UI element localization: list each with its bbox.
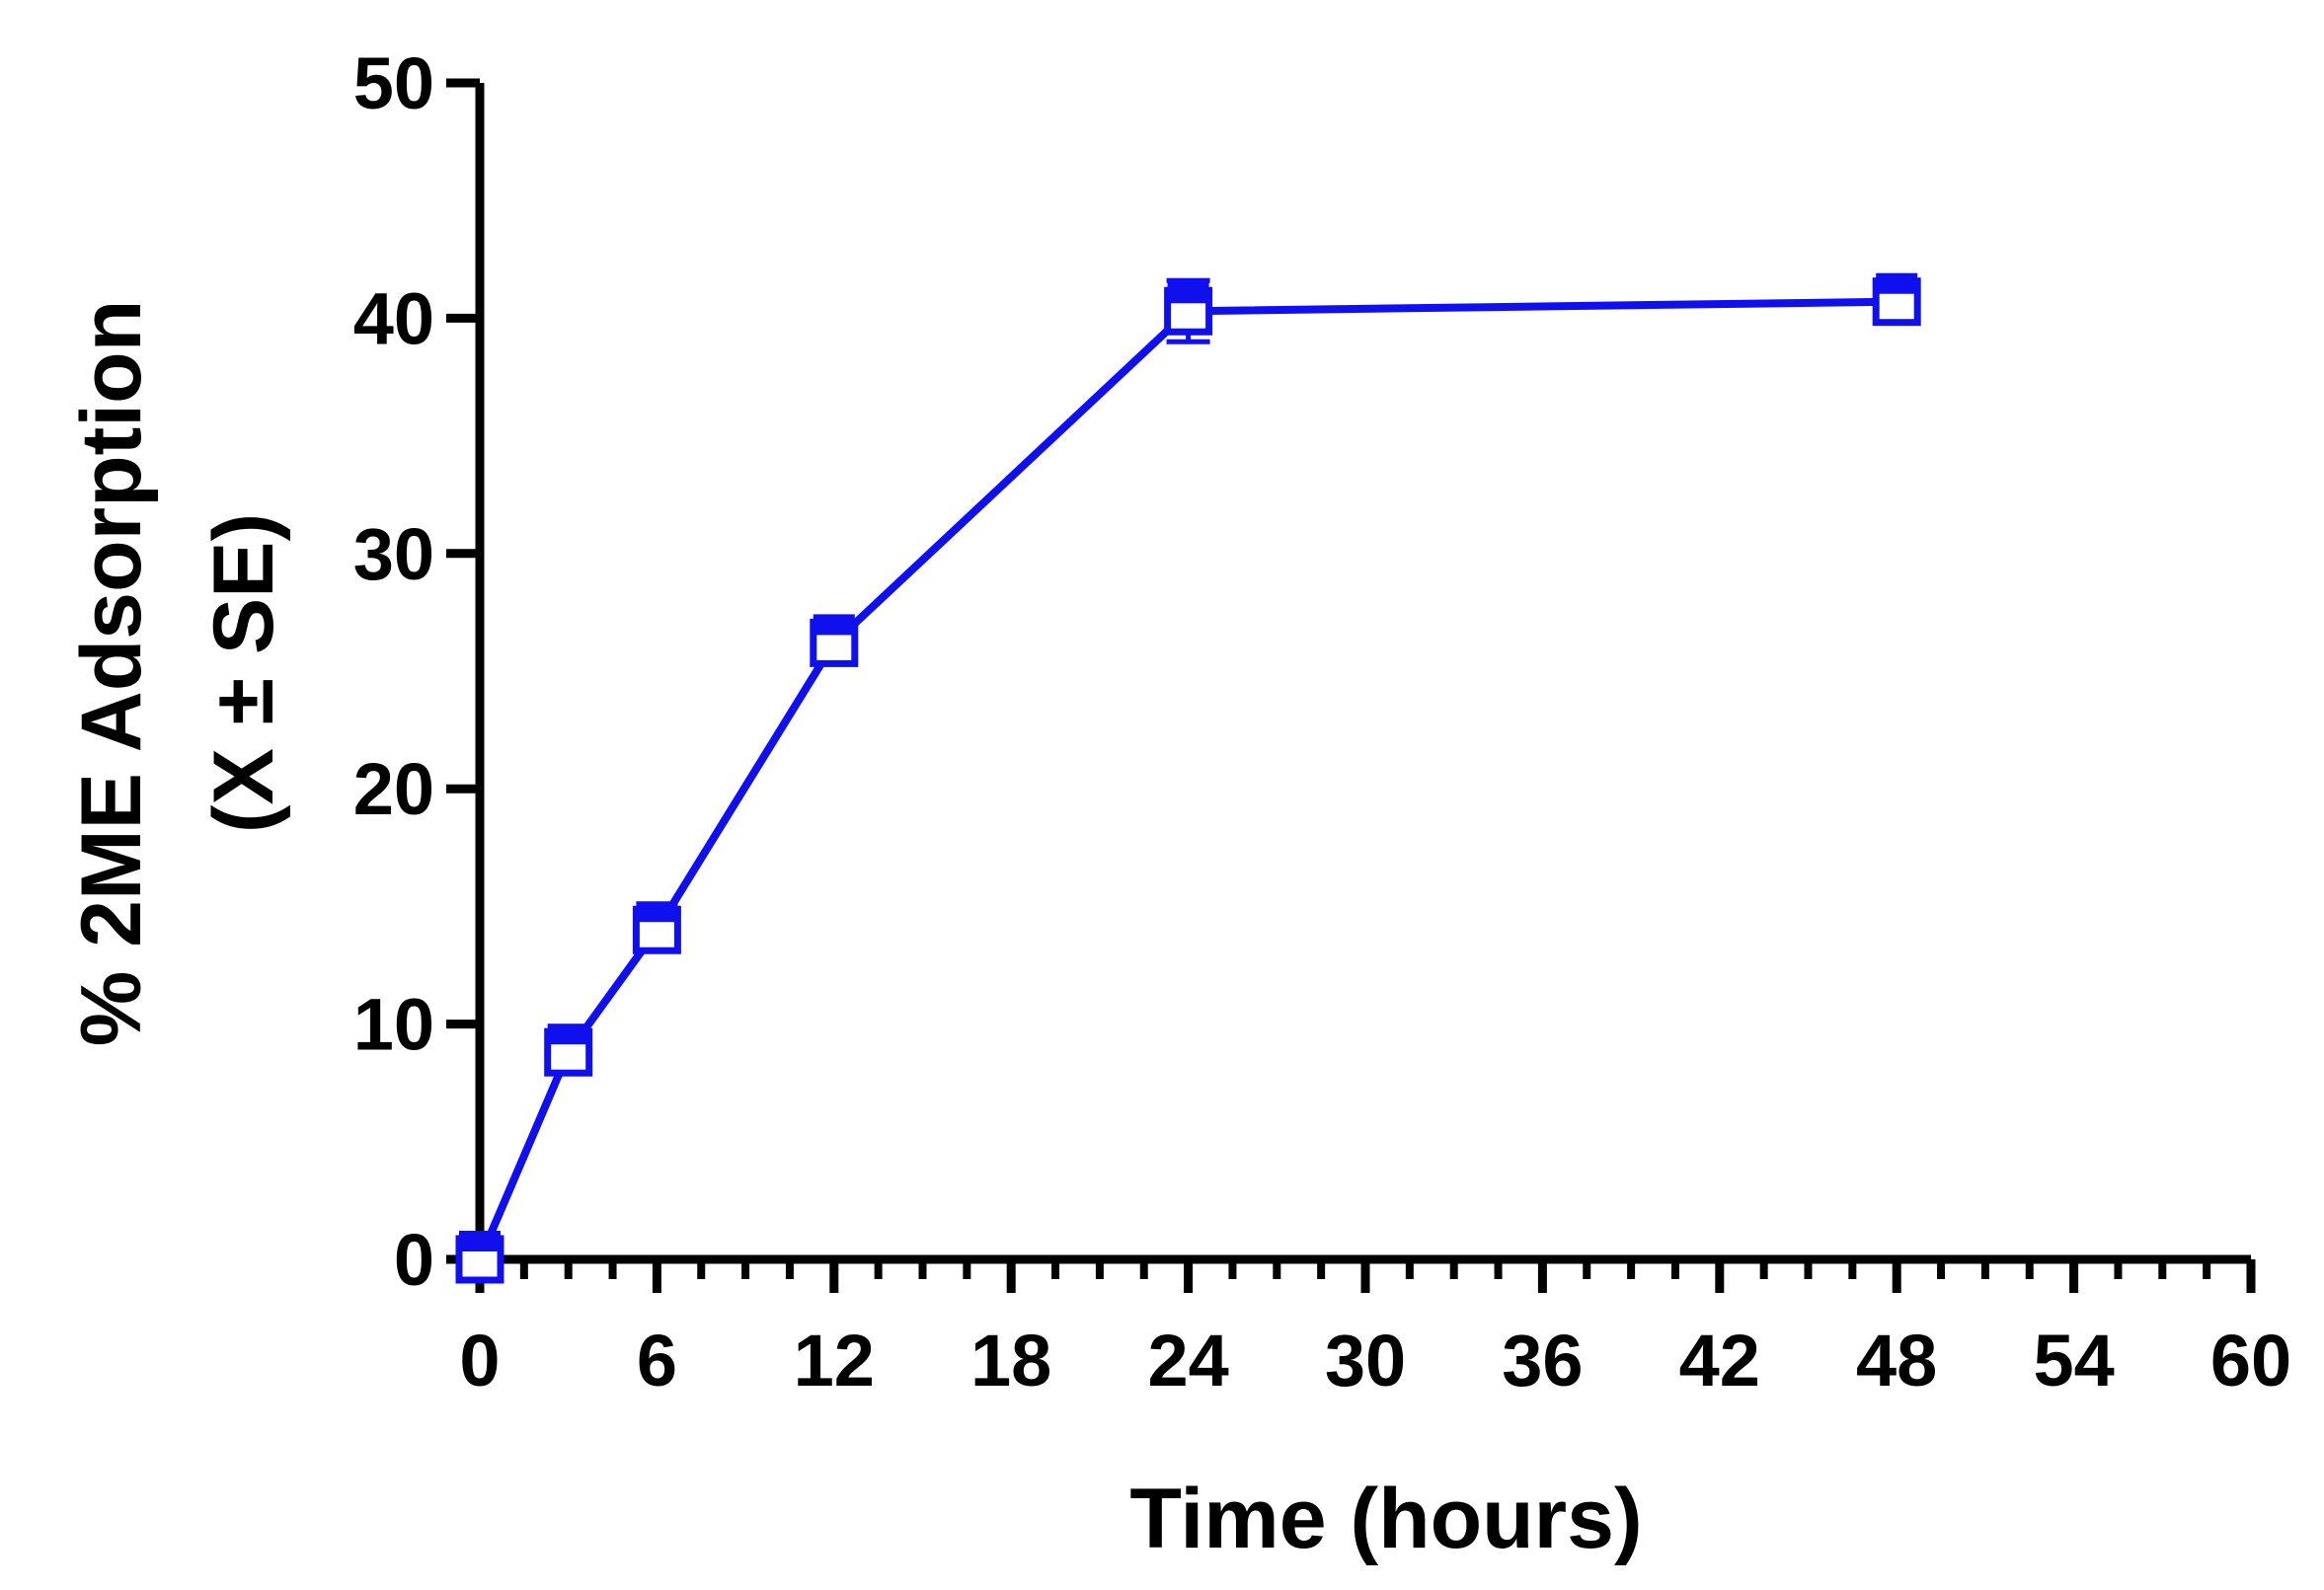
x-tick-label: 36 [1502, 1320, 1583, 1401]
x-tick-label: 0 [459, 1320, 500, 1401]
data-point [632, 901, 681, 954]
x-tick-label: 54 [2033, 1320, 2114, 1401]
data-point [810, 614, 859, 667]
y-tick-label: 20 [353, 748, 434, 830]
series-line [476, 297, 1898, 1261]
x-tick-label: 60 [2210, 1320, 2291, 1401]
y-tick-label: 0 [394, 1219, 434, 1301]
y-tick-label: 40 [353, 277, 434, 359]
data-point [544, 1023, 593, 1077]
data-point [1164, 282, 1213, 336]
y-tick-label: 30 [353, 513, 434, 595]
marker-filled-square [547, 1023, 589, 1045]
y-tick-label: 50 [353, 42, 434, 124]
marker-filled-square [636, 901, 678, 923]
y-axis-title-line-2: (X ± SE) [196, 513, 291, 833]
x-tick-label: 30 [1325, 1320, 1406, 1401]
y-tick-label: 10 [353, 984, 434, 1066]
x-axis-title: Time (hours) [1129, 1472, 1642, 1566]
marker-filled-square [1876, 272, 1918, 294]
marker-filled-square [1167, 282, 1209, 304]
series-layer [455, 272, 1921, 1284]
marker-filled-square [459, 1231, 501, 1251]
x-tick-label: 6 [637, 1320, 677, 1401]
data-point [455, 1231, 504, 1284]
axes: 0 6 12 18 24 30 36 42 48 54 60 0 10 20 30 40 50 [353, 42, 2291, 1401]
y-axis-title-line-1: % 2ME Adsorption [64, 300, 159, 1047]
marker-filled-square [813, 614, 855, 636]
x-tick-label: 18 [970, 1320, 1051, 1401]
axis-titles: Time (hours) % 2ME Adsorption (X ± SE) [64, 300, 1643, 1566]
x-tick-label: 24 [1147, 1320, 1228, 1401]
x-tick-label: 42 [1679, 1320, 1760, 1401]
x-tick-label: 48 [1856, 1320, 1937, 1401]
x-tick-label: 12 [794, 1320, 875, 1401]
data-point [1872, 272, 1921, 327]
